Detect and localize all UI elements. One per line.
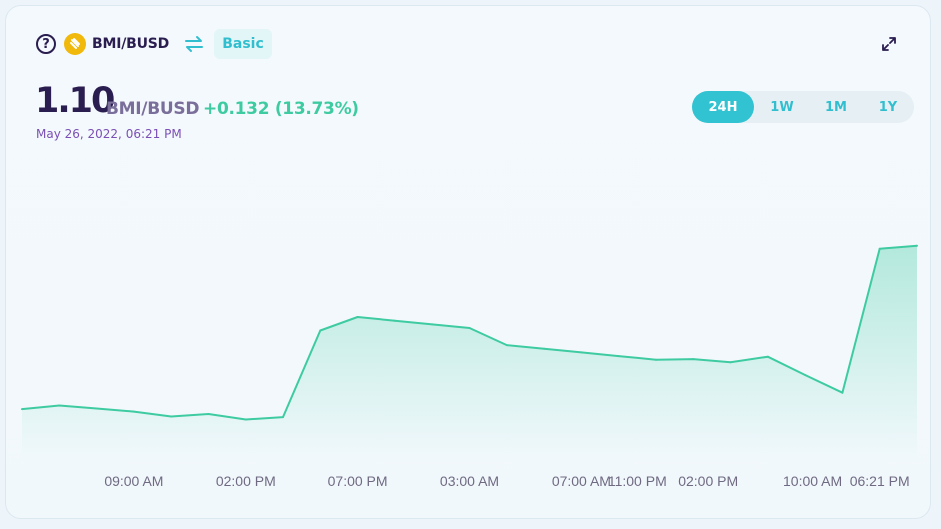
x-tick-label: 09:00 AM <box>104 473 163 489</box>
question-circle-icon[interactable]: ? <box>36 34 56 54</box>
data-point <box>244 418 247 421</box>
data-point <box>841 391 844 394</box>
data-point <box>95 407 98 410</box>
x-tick-label: 07:00 AM <box>552 473 611 489</box>
range-1y-button[interactable]: 1Y <box>878 99 898 115</box>
data-point <box>804 374 807 376</box>
data-point <box>580 351 583 354</box>
x-tick-label: 02:00 PM <box>216 473 276 489</box>
data-point <box>543 347 546 350</box>
price-pair: BMI/BUSD <box>106 99 200 119</box>
data-point <box>356 316 359 318</box>
data-point <box>878 247 881 250</box>
price-area <box>22 245 917 461</box>
pair-name: BMI/BUSD <box>92 36 170 52</box>
data-point <box>655 358 657 361</box>
data-point <box>170 415 173 418</box>
data-point <box>132 410 135 413</box>
data-point <box>319 329 322 332</box>
x-tick-label: 03:00 AM <box>440 473 499 489</box>
data-point <box>468 327 471 329</box>
data-point <box>505 344 508 347</box>
expand-icon[interactable] <box>880 35 898 53</box>
data-point <box>766 355 769 358</box>
x-tick-label: 10:00 AM <box>783 473 842 489</box>
price-value: 1.10 <box>35 81 115 121</box>
x-tick-label: 07:00 PM <box>328 473 388 489</box>
data-point <box>21 408 23 411</box>
chart-card: ? BMI/BUSD Basic 1.10 BMI/BUSD +0.132 (1… <box>5 5 931 519</box>
binance-coin-icon <box>64 33 86 55</box>
time-range-selector: 24H 1W 1M 1Y <box>692 91 914 123</box>
data-point <box>617 355 620 358</box>
data-point <box>58 404 61 407</box>
x-tick-label: 06:21 PM <box>850 473 910 489</box>
data-point <box>692 358 695 361</box>
x-tick-label: 11:00 PM <box>608 473 667 489</box>
data-point <box>729 361 732 364</box>
price-change: +0.132 (13.73%) <box>203 99 359 119</box>
price-date: May 26, 2022, 06:21 PM <box>36 127 182 141</box>
data-point <box>916 244 918 247</box>
range-1w-button[interactable]: 1W <box>770 99 794 115</box>
x-tick-label: 02:00 PM <box>678 473 738 489</box>
data-point <box>207 413 210 415</box>
range-24h-button[interactable]: 24H <box>692 91 754 123</box>
price-chart: 09:00 AM 02:00 PM 07:00 PM 03:00 AM 07:00 AM… <box>21 244 918 489</box>
data-point <box>282 416 284 419</box>
range-1m-button[interactable]: 1M <box>825 99 847 115</box>
data-point <box>393 319 396 322</box>
data-point <box>431 323 434 326</box>
basic-mode-button[interactable]: Basic <box>214 29 272 59</box>
swap-arrows-icon[interactable] <box>184 35 204 53</box>
